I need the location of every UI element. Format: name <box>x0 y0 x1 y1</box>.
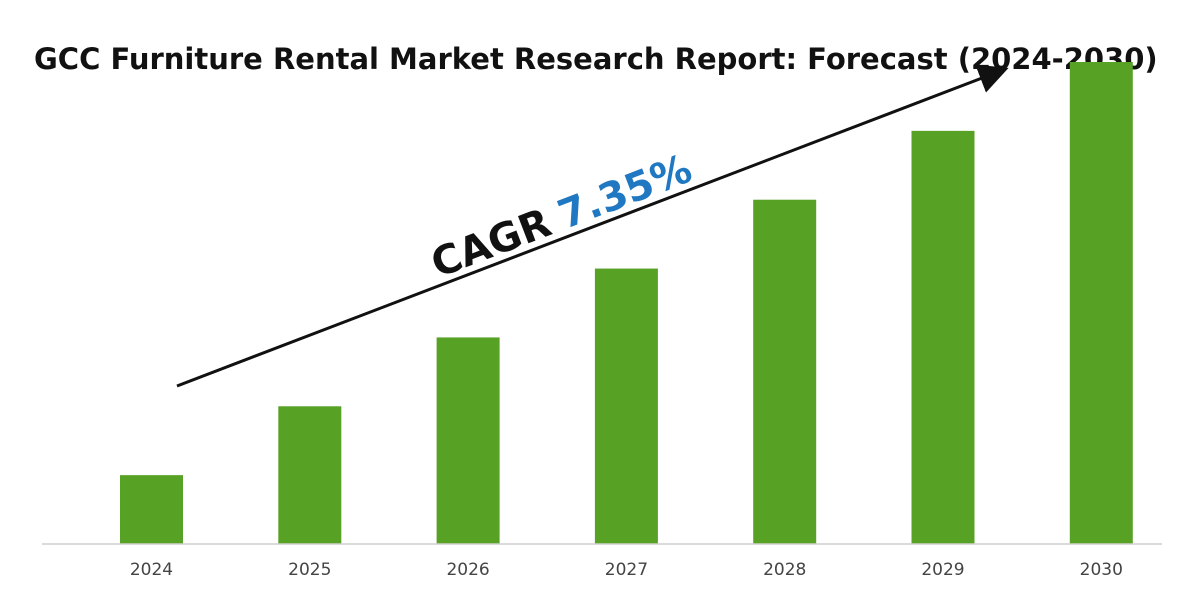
bar-2024 <box>120 475 183 544</box>
x-tick-label: 2030 <box>1080 560 1123 580</box>
x-tick-label: 2028 <box>763 560 806 580</box>
cagr-label: CAGR <box>425 200 557 287</box>
x-tick-label: 2026 <box>446 560 489 580</box>
bar-2028 <box>753 199 817 544</box>
x-tick-label: 2024 <box>130 560 173 580</box>
x-tick-label: 2027 <box>605 560 648 580</box>
bar-2026 <box>436 337 500 544</box>
x-tick-label: 2029 <box>921 560 964 580</box>
bar-2030 <box>1069 62 1133 544</box>
cagr-annotation: CAGR7.35% <box>425 146 698 287</box>
trend-arrow <box>176 64 1009 388</box>
bar-2025 <box>278 406 342 544</box>
x-tick-label: 2025 <box>288 560 331 580</box>
cagr-value: 7.35% <box>552 146 698 239</box>
bar-2029 <box>911 130 975 544</box>
bar-2027 <box>594 268 658 544</box>
